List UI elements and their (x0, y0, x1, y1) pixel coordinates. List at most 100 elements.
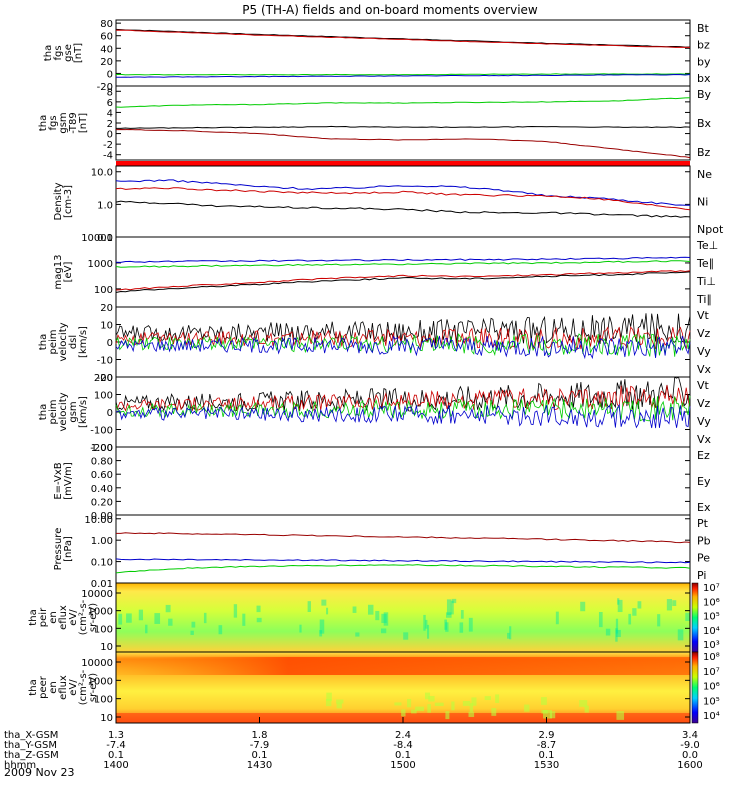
series-line-bx (115, 73, 691, 78)
y-tick-label: 8 (107, 87, 113, 98)
panel-frame (115, 85, 691, 161)
y-tick-label: 80 (100, 19, 113, 30)
series-line-ti (115, 260, 691, 268)
spectrogram-cell (672, 600, 677, 606)
spectrogram-cell (617, 598, 620, 605)
spectrogram-cell (401, 709, 406, 717)
legend-entry: Ez (697, 449, 710, 462)
y-axis-label-line: [km/s] (78, 396, 89, 428)
y-tick-label: 100 (94, 695, 113, 706)
legend-entry: Vx (697, 363, 712, 376)
spectrogram-cell (336, 699, 344, 704)
legend-entry: Ti⊥ (696, 275, 716, 288)
figure-title: P5 (TH-A) fields and on-board moments ov… (242, 3, 538, 17)
y-axis-label-line: [nT] (73, 43, 84, 63)
ephemeris-value: 2.9 (539, 730, 555, 741)
ephemeris-value: 0.1 (108, 750, 124, 761)
y-axis-label-line: tha (38, 334, 49, 350)
y-tick-label: 10 (100, 642, 113, 653)
legend-entry: Ni (697, 196, 708, 209)
spectrogram-cell (118, 613, 123, 625)
colorbar (691, 582, 699, 653)
spectrogram-cell (415, 706, 425, 712)
y-axis-label: tha peer en eflux eV/(cm²-s-sr-eV) (28, 669, 99, 705)
ephemeris-value: 0.1 (252, 750, 268, 761)
panel-frame (115, 236, 691, 308)
ephemeris-value: 1400 (103, 760, 128, 771)
spectrogram-cell (326, 692, 332, 702)
ephemeris-value: 1530 (534, 760, 559, 771)
legend-entry: Pb (697, 534, 711, 547)
y-axis-label-line: tha (43, 45, 54, 61)
ephemeris-value: -8.7 (537, 740, 557, 751)
series-line-te (115, 271, 691, 293)
legend-entry: Ti∥ (696, 293, 712, 306)
spectrogram-cell (411, 709, 417, 714)
y-axis-label-line: sr-eV) (88, 603, 99, 632)
spectrogram-cell (685, 612, 691, 622)
y-axis-label-line: gsm (58, 112, 69, 133)
y-tick-label: -10 (97, 356, 113, 367)
y-tick-label: -200 (90, 443, 113, 454)
y-tick-label: 1000 (88, 259, 113, 270)
ephemeris-value: -8.4 (393, 740, 413, 751)
y-tick-label: 10 (100, 713, 113, 724)
series-line-ti (115, 256, 691, 263)
spectrogram-cell (460, 610, 464, 619)
spectrogram-cell (423, 614, 426, 631)
series-line-vz (115, 385, 691, 412)
series-line-bx (116, 125, 691, 129)
y-axis-label-line: Pressure (53, 528, 64, 571)
y-axis-label-line: tha (38, 115, 49, 131)
spectrogram-cell (203, 612, 207, 624)
legend-entry: Te⊥ (696, 239, 718, 252)
spectrogram-cell (445, 612, 452, 618)
spectrogram-cell (445, 711, 450, 720)
spectrogram-cell (543, 710, 553, 719)
y-axis-label-line: (cm²-s- (78, 669, 89, 705)
y-axis-label-line: fgs (48, 115, 59, 130)
y-axis-label: tha peim velocity dsl [km/s] (38, 322, 89, 361)
series-line-te (115, 270, 691, 291)
panel-frame (115, 376, 691, 448)
ephemeris-row-label: tha_Z-GSM (4, 750, 59, 761)
y-tick-label: 200 (94, 373, 113, 384)
y-axis-label-line: eV/ (68, 609, 79, 626)
y-tick-label: 0 (107, 338, 113, 349)
spectrogram-cell (352, 606, 357, 613)
y-axis-label: tha peir en eflux eV/(cm²-s-sr-eV) (28, 599, 99, 635)
spectrogram-cell (617, 599, 623, 613)
y-tick-label: 0.60 (91, 470, 113, 481)
date-label: 2009 Nov 23 (4, 766, 74, 779)
spectrogram-cell (615, 629, 621, 638)
ephemeris-value: 0.0 (682, 750, 698, 761)
spectrogram-cell (325, 698, 332, 707)
legend-entry: Vz (697, 397, 711, 410)
spectrogram-cell (451, 701, 455, 711)
y-axis-label-line: en (48, 681, 59, 694)
y-tick-label: 0.20 (91, 497, 113, 508)
legend-entry: Pe (697, 552, 710, 565)
spectrogram-cell (383, 612, 389, 626)
colorbar-tick-label: 10⁴ (703, 711, 720, 722)
legend-entry: Te∥ (696, 257, 714, 270)
y-axis-label-line: [cm-3] (63, 185, 74, 218)
spectrogram-cell (615, 628, 618, 642)
spectrogram-cell (549, 711, 556, 719)
colorbar-tick-label: 10⁷ (703, 667, 720, 678)
series-line-vx (115, 335, 691, 360)
y-tick-label: 10.00 (84, 515, 113, 526)
panel-efield: 1.00 0.80 0.60 0.40 0.20 0.00 E=-VxB [mV/m] Ez Ey… (53, 443, 711, 522)
colorbar-tick-label: 10⁵ (703, 612, 720, 623)
y-tick-label: 1.00 (91, 536, 113, 547)
y-axis-label-line: en (48, 611, 59, 624)
series-line-pb (116, 532, 691, 544)
y-axis-label-line: [nT] (78, 113, 89, 133)
y-axis-label-line: tha (28, 609, 39, 625)
spectrogram-cell (336, 702, 342, 709)
spectrogram-cell (403, 632, 409, 640)
spectrogram-cell (584, 705, 589, 713)
